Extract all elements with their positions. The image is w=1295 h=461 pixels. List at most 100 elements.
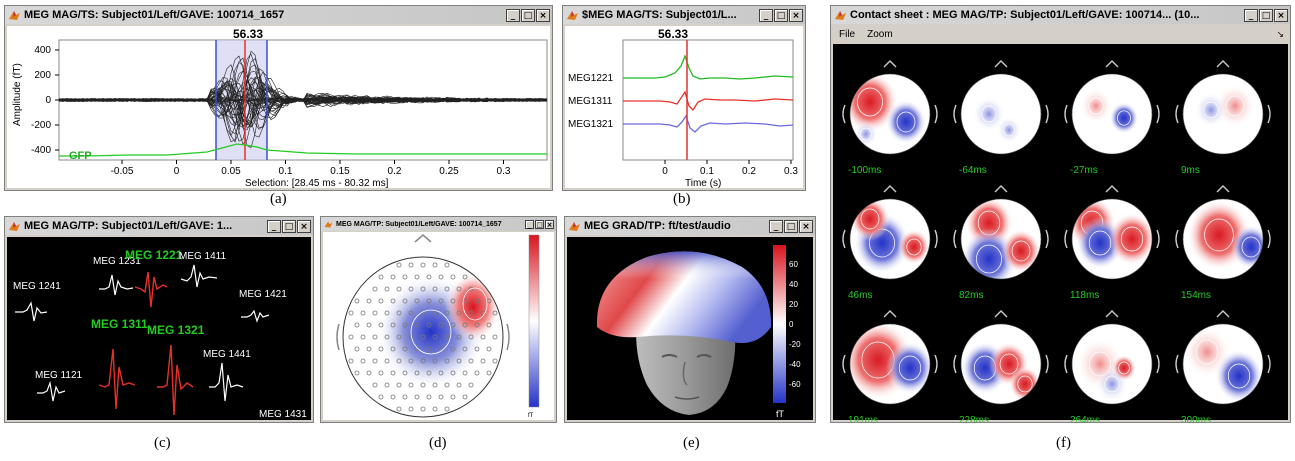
channel-label: MEG1221 — [568, 73, 613, 84]
sensor-dot — [348, 358, 354, 364]
sensor-dot — [432, 406, 438, 412]
maximize-icon[interactable]: □ — [784, 219, 798, 233]
sensor-dot — [354, 322, 360, 328]
window-title: $MEG MAG/TS: Subject01/L... — [582, 9, 737, 21]
left-ear-icon — [953, 229, 957, 249]
plot-area[interactable]: 56.33 MEG1221 MEG1311 MEG1321 0 0.1 0.2 0.3… — [565, 26, 803, 189]
sensor-dot — [360, 334, 366, 340]
topography-thumbnail[interactable]: 228ms — [953, 310, 1049, 422]
topography-thumbnail[interactable]: 118ms — [1064, 185, 1160, 301]
minimize-icon[interactable]: _ — [1244, 8, 1258, 22]
topography-thumbnail[interactable]: 191ms — [842, 310, 938, 422]
sensor-dot — [432, 358, 438, 364]
sensor-dot — [384, 310, 390, 316]
sensor-dot — [456, 310, 462, 316]
right-ear-icon — [1156, 354, 1160, 374]
colorbar-unit: fT — [528, 413, 534, 419]
time-label: 191ms — [848, 415, 878, 422]
titlebar[interactable]: MEG GRAD/TP: ft/test/audio _ □ × — [565, 217, 815, 235]
maximize-icon[interactable]: □ — [282, 219, 296, 233]
topography-thumbnail[interactable]: -64ms — [953, 60, 1049, 176]
x-tick-label: 0.15 — [330, 166, 350, 177]
minimize-icon[interactable]: _ — [525, 219, 534, 229]
sensor-dot — [378, 322, 384, 328]
sensor-dot — [432, 262, 438, 268]
topography-thumbnail[interactable]: 154ms — [1175, 185, 1271, 301]
sensor-dot — [414, 322, 420, 328]
sensor-dot — [450, 298, 456, 304]
maximize-icon[interactable]: □ — [774, 8, 788, 22]
titlebar[interactable]: MEG MAG/TP: Subject01/Left/GAVE: 100714_… — [321, 217, 556, 231]
close-icon[interactable]: × — [799, 219, 813, 233]
titlebar[interactable]: MEG MAG/TS: Subject01/Left/GAVE: 100714_… — [5, 6, 552, 24]
sensor-waveform — [15, 301, 48, 322]
matlab-icon — [9, 10, 20, 20]
caption-a: (a) — [270, 191, 287, 207]
menu-zoom[interactable]: Zoom — [867, 29, 893, 40]
left-ear-icon — [953, 354, 957, 374]
topography-thumbnail[interactable]: 82ms — [953, 185, 1049, 301]
sensor-dot — [378, 274, 384, 280]
minimize-icon[interactable]: _ — [506, 8, 520, 22]
maximize-icon[interactable]: □ — [521, 8, 535, 22]
sensor-dot — [414, 298, 420, 304]
caption-f: (f) — [1056, 435, 1071, 451]
colorbar-tick-label: 0 — [789, 320, 794, 329]
topography-thumbnail[interactable]: -27ms — [1064, 60, 1160, 176]
topography-map[interactable]: fT — [323, 232, 554, 420]
sensor-dot — [366, 298, 372, 304]
matlab-icon — [324, 220, 333, 228]
titlebar[interactable]: MEG MAG/TP: Subject01/Left/GAVE: 1... _ □… — [5, 217, 313, 235]
sensor-label: MEG 1241 — [13, 281, 61, 292]
x-tick-label: 0 — [662, 166, 668, 177]
maximize-icon[interactable]: □ — [1259, 8, 1273, 22]
close-icon[interactable]: × — [545, 219, 554, 229]
sensor-dot — [456, 382, 462, 388]
maximize-icon[interactable]: □ — [535, 219, 544, 229]
titlebar[interactable]: $MEG MAG/TS: Subject01/L... _ □ × — [563, 6, 805, 24]
minimize-icon[interactable]: _ — [759, 8, 773, 22]
right-ear-icon — [1156, 229, 1160, 249]
plot-area[interactable]: 56.33 GFP 400 200 0 -200 -400 -0.05 0 0.05 0.1 0… — [7, 26, 550, 189]
sensor-dot — [444, 286, 450, 292]
topography-thumbnail[interactable]: 9ms — [1175, 60, 1271, 176]
topography-thumbnail[interactable]: 46ms — [842, 185, 938, 301]
channel-label: MEG1311 — [568, 96, 613, 107]
close-icon[interactable]: × — [789, 8, 803, 22]
close-icon[interactable]: × — [536, 8, 550, 22]
sensor-label: MEG 1321 — [147, 323, 205, 337]
x-tick-label: 0.3 — [784, 166, 798, 177]
nose-icon — [1105, 310, 1119, 318]
titlebar[interactable]: Contact sheet : MEG MAG/TP: Subject01/Le… — [831, 6, 1290, 24]
close-icon[interactable]: × — [1274, 8, 1288, 22]
sensor-label: MEG 1221 — [125, 248, 183, 262]
left-ear-icon — [336, 323, 340, 351]
menu-file[interactable]: File — [839, 29, 856, 40]
channel-label: MEG1321 — [568, 119, 613, 130]
3d-head-view[interactable]: 60 40 20 0 -20 -40 -60 fT — [567, 237, 813, 420]
trace-meg1321 — [623, 114, 794, 133]
sensor-dot — [456, 358, 462, 364]
sensor-dot — [372, 334, 378, 340]
close-icon[interactable]: × — [297, 219, 311, 233]
sensor-dot — [420, 358, 426, 364]
sensor-dot — [408, 262, 414, 268]
sensor-dot — [432, 382, 438, 388]
topography-thumbnail[interactable]: -100ms — [842, 60, 938, 176]
right-ear-icon — [1156, 104, 1160, 124]
sensor-dot — [450, 322, 456, 328]
minimize-icon[interactable]: _ — [267, 219, 281, 233]
sensor-layout[interactable]: MEG 1231 MEG 1221 MEG 1411 MEG 1241 MEG … — [7, 237, 311, 420]
minimize-icon[interactable]: _ — [769, 219, 783, 233]
time-label: 118ms — [1070, 290, 1099, 301]
window-2d-topography: MEG MAG/TP: Subject01/Left/GAVE: 100714_… — [320, 216, 557, 423]
sensor-dot — [378, 370, 384, 376]
contact-sheet-grid[interactable]: -100ms -64ms -27ms 9ms 46ms 82ms 118ms 154ms 191… — [833, 44, 1288, 422]
dock-arrow-icon[interactable]: ↘ — [1276, 29, 1284, 39]
sensor-dot — [396, 334, 402, 340]
sensor-dot — [414, 370, 420, 376]
topography-thumbnail[interactable]: 300ms — [1175, 310, 1271, 422]
left-ear-icon — [953, 104, 957, 124]
topography-thumbnail[interactable]: 264ms — [1064, 310, 1160, 422]
sensor-label: MEG 1421 — [239, 289, 287, 300]
